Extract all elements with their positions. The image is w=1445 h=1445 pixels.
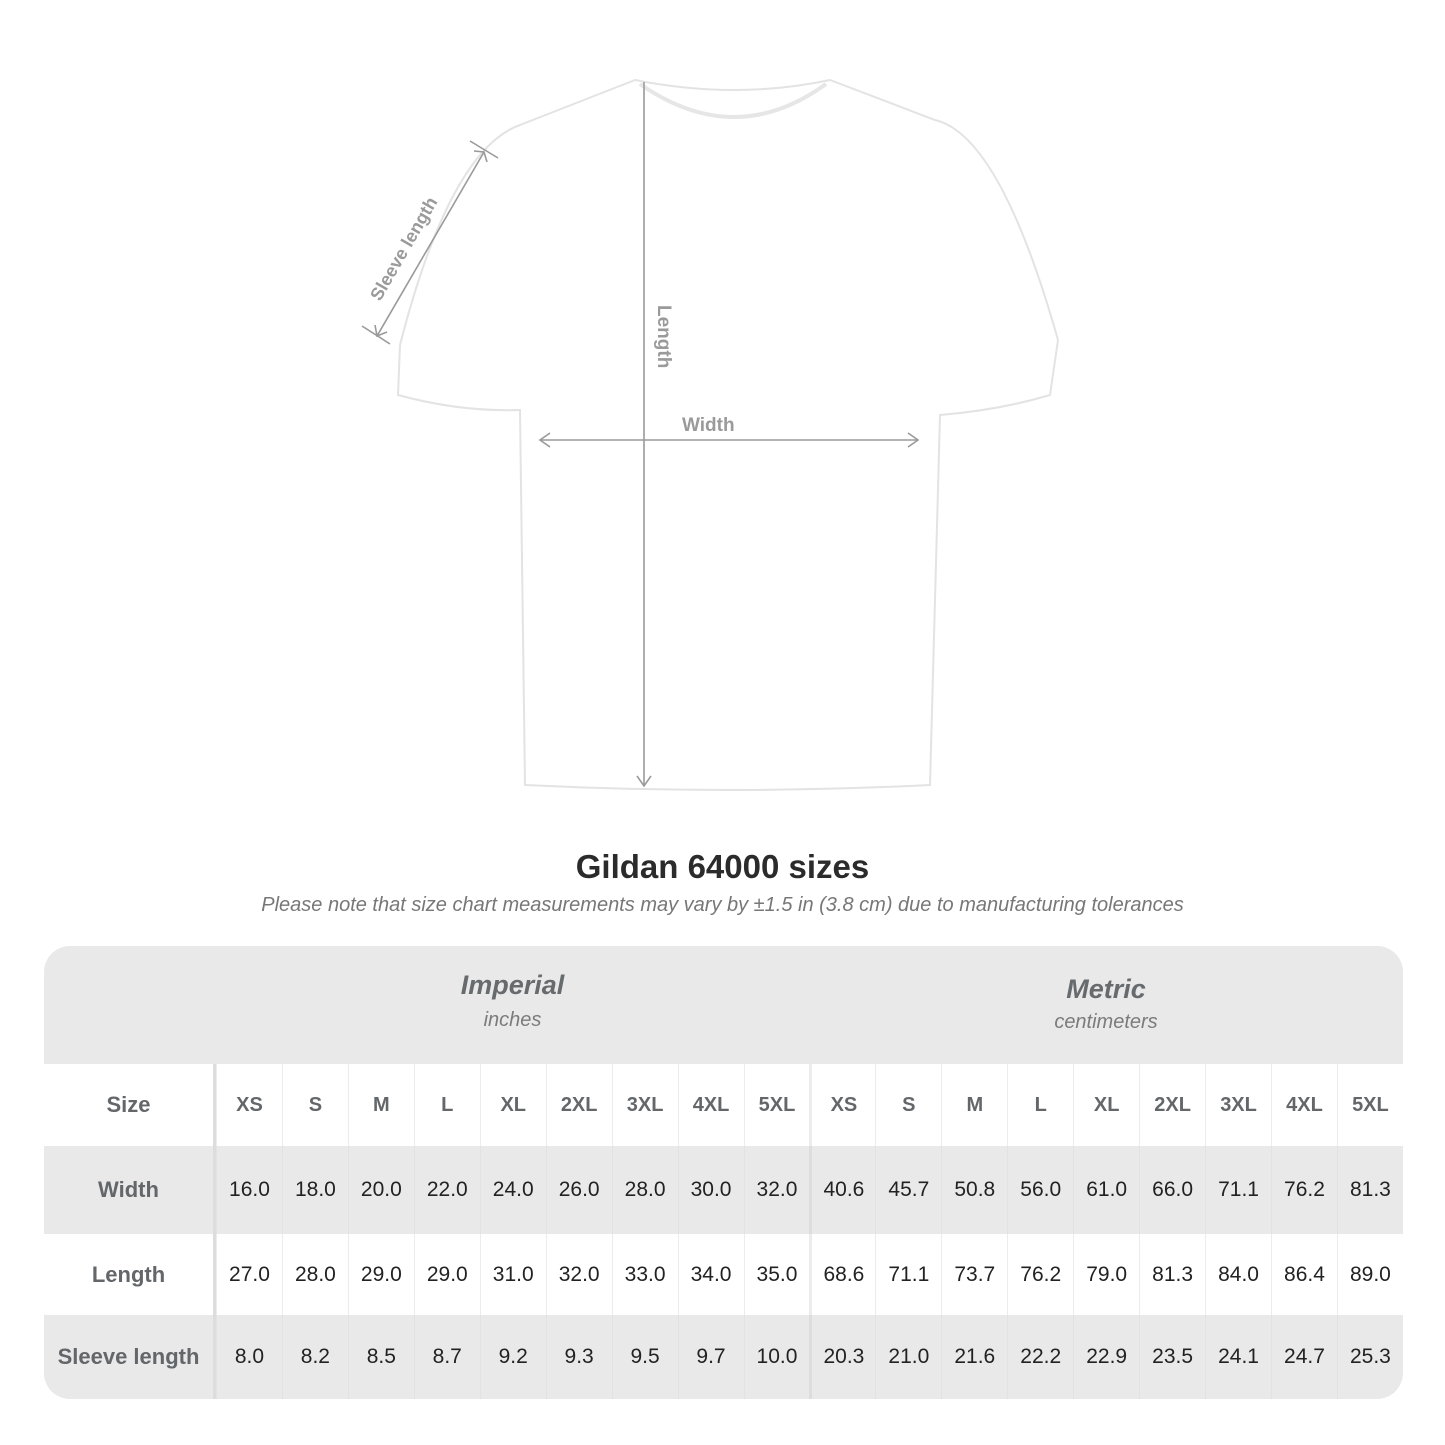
table-row: Width 16.0 18.0 20.0 22.0 24.0 26.0 28.0 30.0 32.… xyxy=(44,1146,1403,1234)
size-header-cell: M xyxy=(941,1064,1007,1146)
table-cell: 56.0 xyxy=(1007,1146,1073,1234)
table-cell: 22.2 xyxy=(1007,1315,1073,1399)
row-label: Length xyxy=(44,1234,216,1315)
table-cell: 21.0 xyxy=(875,1315,941,1399)
table-cell: 73.7 xyxy=(941,1234,1007,1315)
table-cell: 50.8 xyxy=(941,1146,1007,1234)
table-cell: 21.6 xyxy=(941,1315,1007,1399)
table-cell: 76.2 xyxy=(1271,1146,1337,1234)
table-cell: 30.0 xyxy=(677,1146,744,1234)
table-cell: 22.0 xyxy=(413,1146,480,1234)
table-cell: 31.0 xyxy=(479,1234,546,1315)
size-header-cell: 4XL xyxy=(677,1064,744,1146)
table-cell: 26.0 xyxy=(545,1146,612,1234)
table-cell: 66.0 xyxy=(1139,1146,1205,1234)
table-cell: 35.0 xyxy=(743,1234,810,1315)
size-header-cell: XL xyxy=(479,1064,546,1146)
row-label: Sleeve length xyxy=(44,1315,216,1399)
table-cell: 79.0 xyxy=(1073,1234,1139,1315)
table-cell: 8.2 xyxy=(281,1315,348,1399)
metric-title: Metric xyxy=(1066,974,1146,1004)
size-header-cell: S xyxy=(875,1064,941,1146)
size-header-cell: 3XL xyxy=(611,1064,678,1146)
size-header-cell: 2XL xyxy=(545,1064,612,1146)
imperial-header: Imperial inches xyxy=(216,946,809,1064)
table-cell: 28.0 xyxy=(281,1234,348,1315)
length-label: Length xyxy=(653,305,674,368)
size-header-cell: L xyxy=(413,1064,480,1146)
table-cell: 32.0 xyxy=(545,1234,612,1315)
size-header-cell: 2XL xyxy=(1139,1064,1205,1146)
table-cell: 27.0 xyxy=(216,1234,282,1315)
table-cell: 8.7 xyxy=(413,1315,480,1399)
table-row: Length 27.0 28.0 29.0 29.0 31.0 32.0 33.0 34.0 35… xyxy=(44,1234,1403,1315)
table-cell: 33.0 xyxy=(611,1234,678,1315)
table-cell: 45.7 xyxy=(875,1146,941,1234)
metric-header: Metric centimeters xyxy=(809,946,1403,1064)
table-cell: 24.7 xyxy=(1271,1315,1337,1399)
table-cell: 24.0 xyxy=(479,1146,546,1234)
table-cell: 16.0 xyxy=(216,1146,282,1234)
width-label: Width xyxy=(682,415,735,436)
table-cell: 8.0 xyxy=(216,1315,282,1399)
table-row: Sleeve length 8.0 8.2 8.5 8.7 9.2 9.3 9.5 9.7 10.… xyxy=(44,1315,1403,1399)
tshirt-collar xyxy=(638,82,828,119)
table-cell: 40.6 xyxy=(809,1146,875,1234)
table-cell: 84.0 xyxy=(1205,1234,1271,1315)
imperial-unit: inches xyxy=(483,1009,542,1031)
size-header-cell: 5XL xyxy=(743,1064,810,1146)
size-header-cell: 5XL xyxy=(1336,1064,1403,1146)
table-cell: 20.0 xyxy=(347,1146,414,1234)
size-table: Imperial inches Metric centimeters Size … xyxy=(44,946,1403,1399)
table-cell: 29.0 xyxy=(347,1234,414,1315)
page-title: Gildan 64000 sizes xyxy=(575,848,870,885)
table-cell: 71.1 xyxy=(1205,1146,1271,1234)
size-label: Size xyxy=(44,1064,216,1146)
size-header-cell: M xyxy=(347,1064,414,1146)
table-cell: 81.3 xyxy=(1139,1234,1205,1315)
table-cell: 29.0 xyxy=(413,1234,480,1315)
table-cell: 32.0 xyxy=(743,1146,810,1234)
imperial-title: Imperial xyxy=(460,970,565,1000)
size-header-cell: XS xyxy=(809,1064,875,1146)
measure-lines xyxy=(361,82,920,788)
size-header-cell: XS xyxy=(216,1064,282,1146)
tshirt-diagram: Sleeve length Length Width xyxy=(361,78,1060,791)
table-cell: 10.0 xyxy=(743,1315,810,1399)
table-cell: 18.0 xyxy=(281,1146,348,1234)
table-cell: 8.5 xyxy=(347,1315,414,1399)
table-cell: 22.9 xyxy=(1073,1315,1139,1399)
table-cell: 9.2 xyxy=(479,1315,546,1399)
table-cell: 81.3 xyxy=(1336,1146,1403,1234)
tshirt-image xyxy=(396,78,1060,791)
table-cell: 25.3 xyxy=(1336,1315,1403,1399)
table-cell: 71.1 xyxy=(875,1234,941,1315)
size-header-cell: L xyxy=(1007,1064,1073,1146)
table-cell: 9.3 xyxy=(545,1315,612,1399)
table-cell: 34.0 xyxy=(677,1234,744,1315)
table-cell: 86.4 xyxy=(1271,1234,1337,1315)
table-cell: 9.7 xyxy=(677,1315,744,1399)
size-header-cell: XL xyxy=(1073,1064,1139,1146)
table-cell: 24.1 xyxy=(1205,1315,1271,1399)
table-cell: 61.0 xyxy=(1073,1146,1139,1234)
tolerance-note: Please note that size chart measurements… xyxy=(261,894,1184,916)
table-cell: 23.5 xyxy=(1139,1315,1205,1399)
table-cell: 9.5 xyxy=(611,1315,678,1399)
table-cell: 68.6 xyxy=(809,1234,875,1315)
table-cell: 20.3 xyxy=(809,1315,875,1399)
table-cell: 28.0 xyxy=(611,1146,678,1234)
size-header-cell: S xyxy=(281,1064,348,1146)
size-header-cell: 4XL xyxy=(1271,1064,1337,1146)
size-header-cell: 3XL xyxy=(1205,1064,1271,1146)
table-cell: 76.2 xyxy=(1007,1234,1073,1315)
row-label: Width xyxy=(44,1146,216,1234)
metric-unit: centimeters xyxy=(1054,1011,1158,1033)
size-header-row: Size XS S M L XL 2XL 3XL 4XL 5XL XS S M L XL 2XL 3XL 4XL… xyxy=(44,1064,1403,1146)
table-cell: 89.0 xyxy=(1336,1234,1403,1315)
